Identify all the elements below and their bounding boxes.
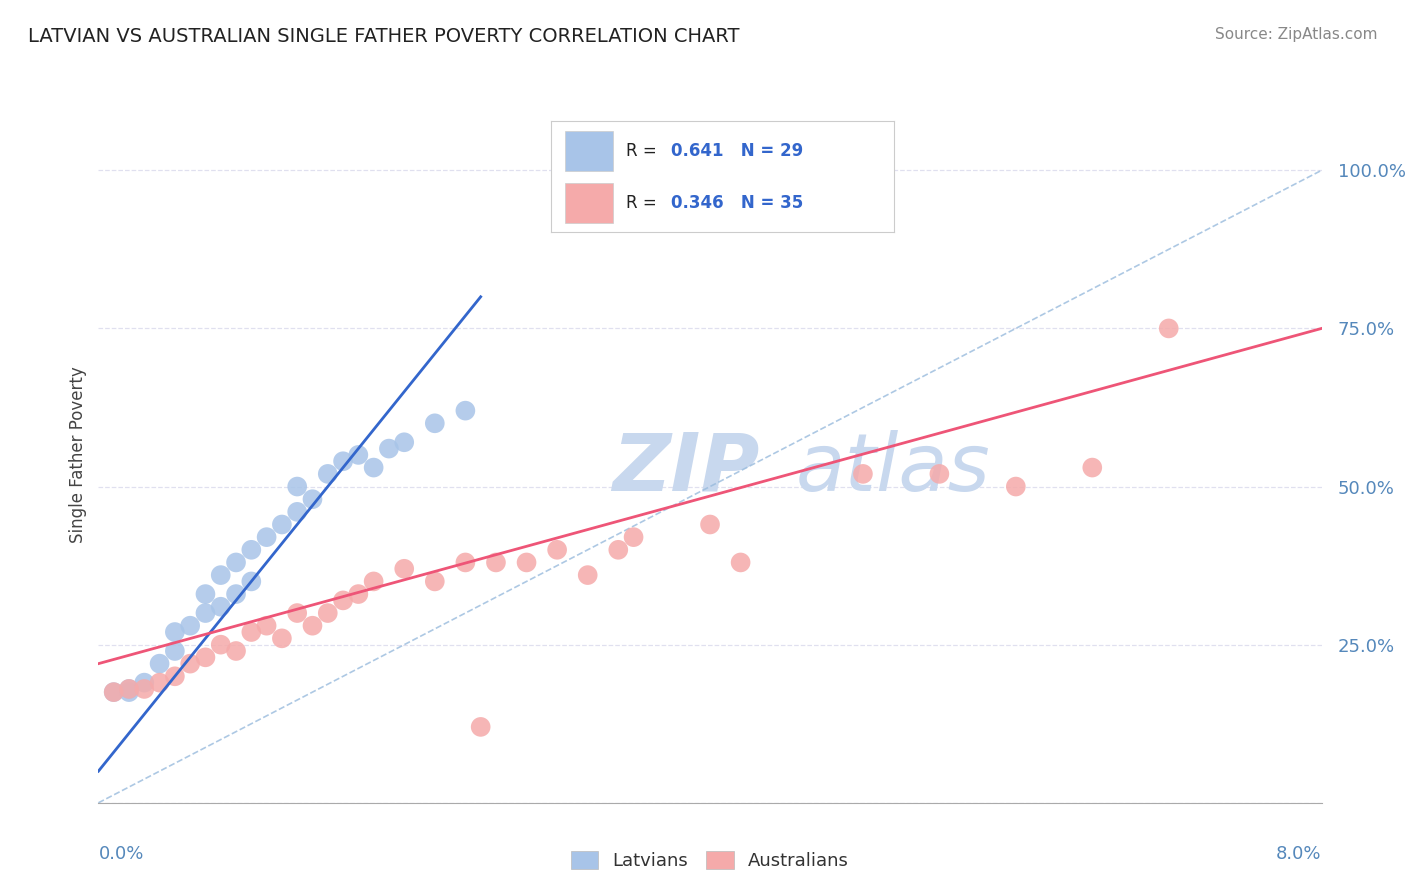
- Point: [149, 675, 172, 690]
- Point: [194, 587, 217, 601]
- Point: [103, 685, 125, 699]
- Point: [607, 542, 630, 557]
- Legend: Latvians, Australians: Latvians, Australians: [564, 844, 856, 877]
- Point: [1004, 479, 1026, 493]
- Point: [118, 681, 141, 696]
- Point: [928, 467, 950, 481]
- Point: [163, 644, 186, 658]
- Text: LATVIAN VS AUSTRALIAN SINGLE FATHER POVERTY CORRELATION CHART: LATVIAN VS AUSTRALIAN SINGLE FATHER POVE…: [28, 27, 740, 45]
- Point: [118, 685, 141, 699]
- Point: [179, 657, 201, 671]
- Point: [454, 556, 477, 570]
- Point: [285, 479, 308, 493]
- Point: [209, 568, 232, 582]
- Point: [852, 467, 875, 481]
- Point: [163, 625, 186, 640]
- Text: 8.0%: 8.0%: [1277, 845, 1322, 863]
- Point: [316, 467, 339, 481]
- Point: [240, 625, 263, 640]
- Point: [363, 574, 385, 589]
- Point: [134, 675, 156, 690]
- Point: [730, 556, 752, 570]
- Point: [485, 556, 508, 570]
- Point: [134, 681, 156, 696]
- Point: [347, 448, 370, 462]
- Point: [103, 685, 125, 699]
- Point: [623, 530, 645, 544]
- Point: [225, 587, 247, 601]
- Point: [270, 517, 294, 532]
- Point: [225, 644, 247, 658]
- Text: Source: ZipAtlas.com: Source: ZipAtlas.com: [1215, 27, 1378, 42]
- Point: [423, 574, 446, 589]
- Point: [256, 530, 278, 544]
- Point: [118, 681, 141, 696]
- Point: [699, 517, 721, 532]
- Point: [194, 650, 217, 665]
- Point: [332, 593, 354, 607]
- Point: [423, 417, 446, 431]
- Point: [576, 568, 599, 582]
- Point: [270, 632, 294, 646]
- Point: [149, 657, 172, 671]
- Point: [301, 618, 323, 632]
- Point: [240, 542, 263, 557]
- Point: [240, 574, 263, 589]
- Point: [392, 435, 416, 450]
- Point: [256, 618, 278, 632]
- Point: [194, 606, 217, 620]
- Point: [163, 669, 186, 683]
- Y-axis label: Single Father Poverty: Single Father Poverty: [69, 367, 87, 543]
- Point: [209, 638, 232, 652]
- Point: [332, 454, 354, 468]
- Text: 0.0%: 0.0%: [98, 845, 143, 863]
- Point: [179, 618, 201, 632]
- Point: [546, 542, 568, 557]
- Point: [209, 599, 232, 614]
- Point: [347, 587, 370, 601]
- Point: [316, 606, 339, 620]
- Point: [285, 505, 308, 519]
- Point: [1157, 321, 1180, 335]
- Point: [516, 556, 538, 570]
- Point: [378, 442, 401, 456]
- Text: ZIP: ZIP: [612, 430, 759, 508]
- Point: [301, 492, 323, 507]
- Point: [285, 606, 308, 620]
- Point: [225, 556, 247, 570]
- Point: [454, 403, 477, 417]
- Point: [363, 460, 385, 475]
- Text: atlas: atlas: [796, 430, 990, 508]
- Point: [470, 720, 492, 734]
- Point: [1081, 460, 1104, 475]
- Point: [392, 562, 416, 576]
